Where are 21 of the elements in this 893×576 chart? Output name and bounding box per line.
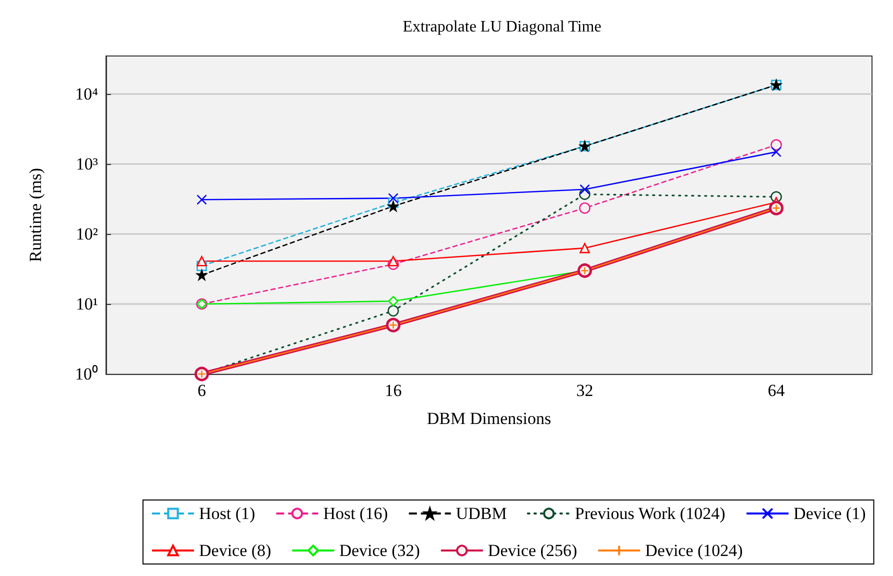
y-tick-label: 10¹ [76,294,98,314]
x-tick-label: 64 [768,381,786,400]
x-tick-label: 6 [198,381,206,400]
x-axis-title: DBM Dimensions [426,409,552,428]
legend-label: Device (32) [339,541,420,560]
legend-label: Host (16) [323,504,388,523]
legend-label: UDBM [456,504,507,523]
legend-label: Device (1024) [645,541,743,560]
y-axis-title: Runtime (ms) [26,168,45,262]
legend-label: Previous Work (1024) [574,504,726,523]
legend-label: Device (8) [199,541,272,560]
x-tick-label: 32 [576,381,594,400]
y-tick-label: 10⁴ [75,84,98,104]
y-tick-label: 10² [76,224,98,244]
legend-label: Device (256) [488,541,578,560]
x-tick-label: 16 [384,381,402,400]
chart-title: Extrapolate LU Diagonal Time [402,18,602,36]
legend-label: Device (1) [794,504,866,523]
y-tick-label: 10⁰ [75,364,98,384]
legend-label: Host (1) [199,504,256,523]
y-tick-label: 10³ [76,154,98,174]
